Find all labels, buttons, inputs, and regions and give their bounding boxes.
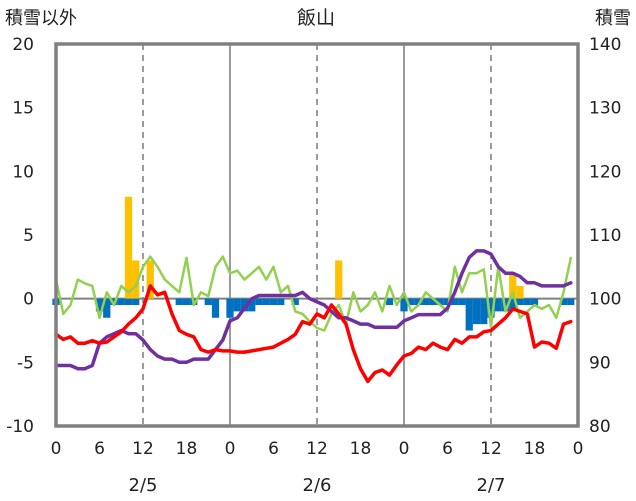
bar-blue <box>407 298 415 306</box>
bar-blue <box>480 298 488 325</box>
bar-blue <box>523 298 531 306</box>
right-tick-label: 120 <box>589 162 621 182</box>
x-tick-label: 6 <box>442 439 453 459</box>
left-tick-label: 20 <box>12 35 34 55</box>
bar-blue <box>262 298 270 306</box>
right-tick-label: 140 <box>589 35 621 55</box>
bar-blue <box>559 298 568 306</box>
bar-blue <box>124 298 133 306</box>
lines <box>54 249 573 384</box>
left-tick-label: -10 <box>6 417 34 437</box>
bar-blue <box>211 298 220 318</box>
right-tick-label: 110 <box>589 226 621 246</box>
x-tick-label: 0 <box>225 439 236 459</box>
right-tick-label: 130 <box>589 99 621 119</box>
left-tick-label: 5 <box>23 226 34 246</box>
bar-orange <box>516 285 524 299</box>
bar-blue <box>436 298 444 306</box>
bar-blue <box>132 298 140 306</box>
date-label: 2/6 <box>303 475 332 496</box>
right-tick-label: 100 <box>589 290 621 310</box>
x-axis: 0 6 12 18 0 6 12 18 0 6 12 18 0 <box>51 439 584 459</box>
bar-blue <box>451 298 459 306</box>
bar-blue <box>255 298 263 306</box>
bar-blue <box>117 298 125 306</box>
bar-blue <box>291 298 299 306</box>
left-tick-label: 0 <box>23 290 34 310</box>
x-tick-label: 12 <box>132 439 154 459</box>
date-labels: 2/5 2/6 2/7 <box>129 475 506 496</box>
bar-blue <box>269 298 278 306</box>
left-tick-label: 10 <box>12 162 34 182</box>
series-line-green <box>54 255 573 332</box>
right-tick-label: 80 <box>589 417 611 437</box>
plot-frame <box>54 42 580 428</box>
bar-blue <box>95 298 104 312</box>
bar-blue <box>429 298 437 306</box>
bar-blue <box>182 298 191 306</box>
left-tick-label: 15 <box>12 99 34 119</box>
bar-blue <box>175 298 183 306</box>
bar-blue <box>443 298 452 306</box>
bar-blue <box>277 298 285 306</box>
bar-blue <box>422 298 430 306</box>
series-line-purple <box>54 249 573 371</box>
left-axis-title: 積雪以外 <box>5 8 77 29</box>
x-tick-label: 6 <box>268 439 279 459</box>
right-axis-title: 積雪 <box>595 8 631 29</box>
bar-blue <box>233 298 241 312</box>
bar-blue <box>240 298 249 312</box>
right-axis: 140 130 120 110 100 90 80 <box>589 35 621 437</box>
x-tick-label: 12 <box>306 439 328 459</box>
bar-blue <box>509 298 517 312</box>
x-tick-label: 0 <box>399 439 410 459</box>
left-tick-label: -5 <box>17 353 34 373</box>
x-tick-label: 18 <box>350 439 372 459</box>
x-tick-label: 6 <box>94 439 105 459</box>
bar-blue <box>248 298 256 312</box>
bar-orange <box>132 260 140 299</box>
bar-blue <box>385 298 394 306</box>
bar-orange <box>124 196 133 299</box>
chart-title: 飯山 <box>297 7 335 29</box>
bar-blue <box>226 298 234 318</box>
bar-blue <box>465 298 473 331</box>
x-tick-label: 18 <box>176 439 198 459</box>
bar-blue <box>458 298 466 306</box>
bar-blue <box>516 298 524 306</box>
date-label: 2/7 <box>477 475 506 496</box>
x-tick-label: 12 <box>480 439 502 459</box>
right-tick-label: 90 <box>589 353 611 373</box>
x-tick-label: 0 <box>51 439 62 459</box>
left-axis: 20 15 10 5 0 -5 -10 <box>6 35 34 437</box>
bar-blue <box>567 298 575 306</box>
bar-blue <box>530 298 539 306</box>
bar-orange <box>335 260 343 299</box>
bar-blue <box>472 298 481 325</box>
bar-blue <box>494 298 502 312</box>
bar-blue <box>103 298 111 318</box>
bar-blue <box>487 298 495 318</box>
bar-orange <box>146 260 154 299</box>
bar-blue <box>400 298 408 312</box>
bar-orange <box>509 273 517 299</box>
bars <box>52 196 575 331</box>
bar-blue <box>204 298 212 306</box>
x-tick-label: 18 <box>524 439 546 459</box>
series-line-red <box>54 284 573 384</box>
bar-blue <box>414 298 423 306</box>
x-tick-label: 0 <box>573 439 584 459</box>
date-label: 2/5 <box>129 475 158 496</box>
